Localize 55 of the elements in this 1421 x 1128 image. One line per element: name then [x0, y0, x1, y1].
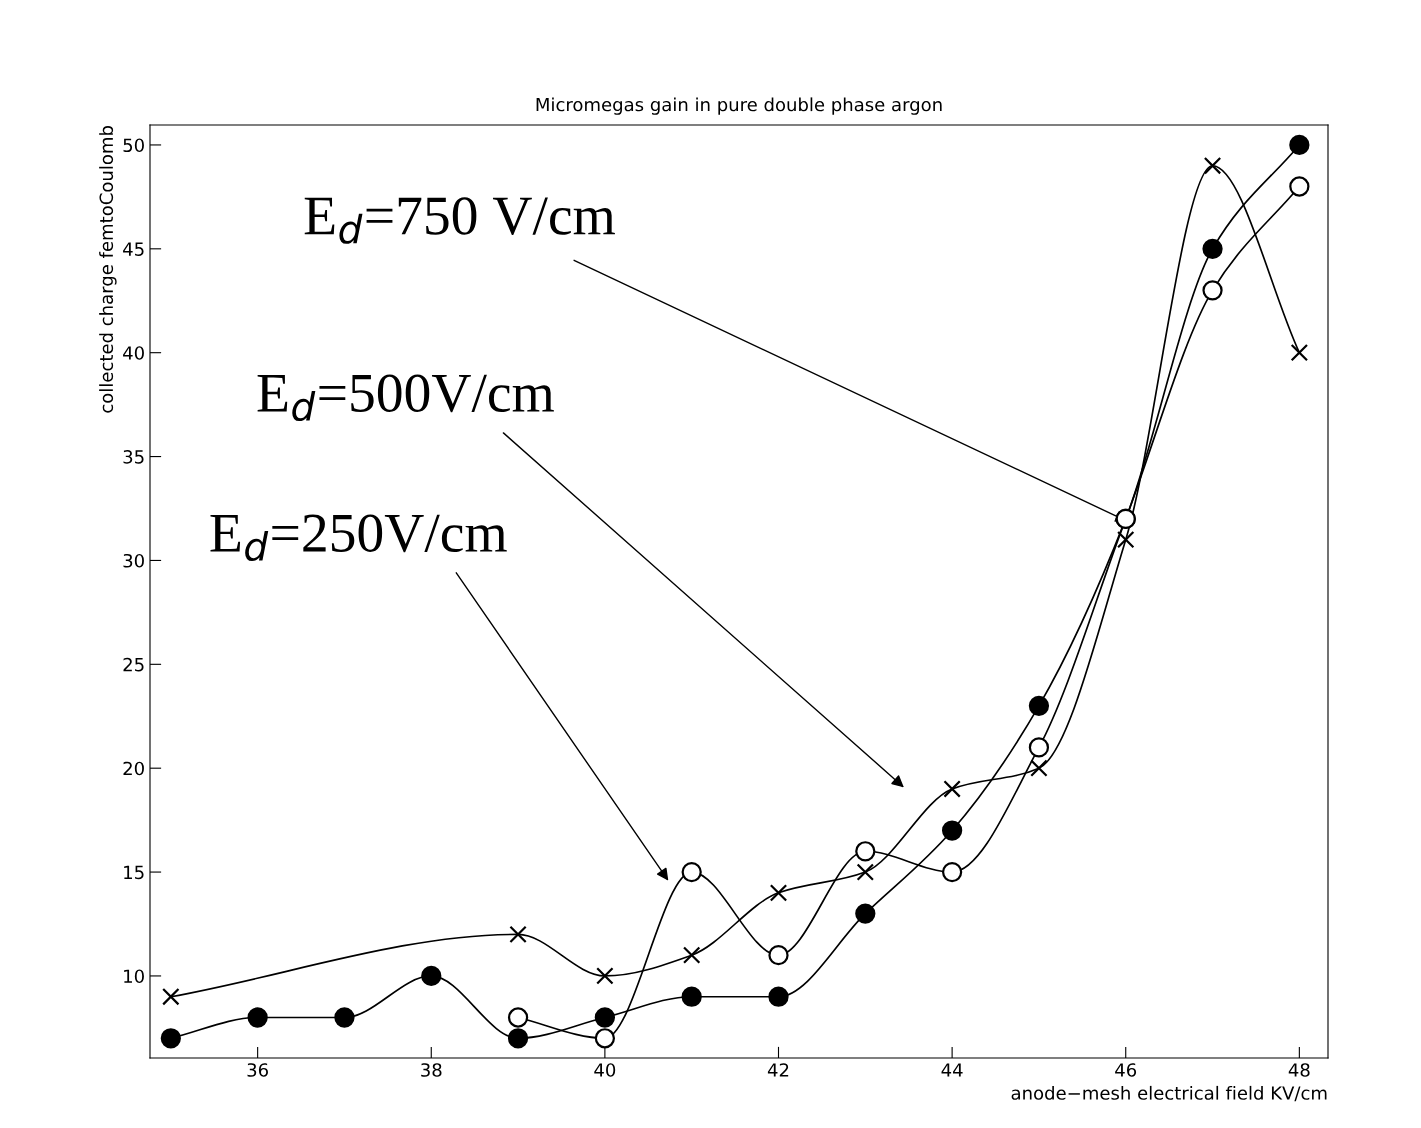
point	[855, 841, 876, 862]
point	[855, 903, 876, 924]
chart-title: Micromegas gain in pure double phase argon	[536, 97, 942, 115]
x-tick-label: 46	[1115, 1063, 1137, 1077]
point	[507, 1007, 529, 1028]
annotation: E$_{d}$=250V/cm	[210, 514, 507, 562]
point	[421, 965, 442, 987]
point	[162, 987, 180, 1006]
point	[594, 1007, 616, 1028]
point	[1289, 176, 1310, 197]
y-tick-label: 15	[124, 865, 144, 880]
annotation: E$_{d}$=500V/cm	[257, 374, 554, 422]
x-tick-label: 38	[421, 1063, 442, 1077]
x-tick-label: 42	[767, 1063, 789, 1077]
y-tick-label: 25	[123, 657, 144, 672]
point	[682, 946, 701, 964]
point	[1290, 343, 1309, 362]
point	[594, 1028, 616, 1049]
point	[596, 967, 614, 985]
point	[247, 1007, 268, 1028]
point	[1203, 156, 1222, 175]
point	[160, 1028, 181, 1049]
annotation: E$_{d}$=750 V/cm	[304, 197, 615, 244]
point	[856, 863, 875, 881]
point	[509, 925, 527, 944]
point	[1028, 737, 1050, 758]
y-tick-label: 30	[123, 553, 144, 568]
y-tick-label: 20	[123, 761, 144, 776]
y-tick-label: 40	[123, 346, 144, 360]
point	[507, 1028, 529, 1049]
point	[1202, 238, 1223, 259]
point	[681, 986, 702, 1007]
point	[1289, 134, 1310, 156]
point	[941, 861, 963, 883]
point	[941, 820, 963, 841]
x-tick-label: 36	[247, 1063, 268, 1077]
point	[334, 1007, 355, 1028]
y-tick-label: 50	[123, 138, 144, 153]
point	[769, 884, 788, 902]
y-axis-title: collected charge femtoCoulomb	[99, 125, 117, 413]
y-tick-label: 35	[123, 450, 144, 464]
point	[1028, 695, 1050, 716]
x-tick-label: 40	[594, 1063, 616, 1077]
point	[768, 986, 789, 1007]
point	[1116, 530, 1135, 549]
point	[943, 780, 961, 798]
x-axis-title: anode−mesh electrical field KV/cm	[1011, 1085, 1327, 1102]
point	[768, 945, 789, 966]
point	[1030, 759, 1048, 777]
point	[681, 861, 702, 883]
y-tick-label: 45	[123, 242, 144, 256]
x-tick-label: 44	[941, 1063, 963, 1077]
point	[1202, 280, 1223, 301]
x-tick-label: 48	[1288, 1063, 1310, 1077]
y-tick-label: 10	[124, 969, 144, 984]
